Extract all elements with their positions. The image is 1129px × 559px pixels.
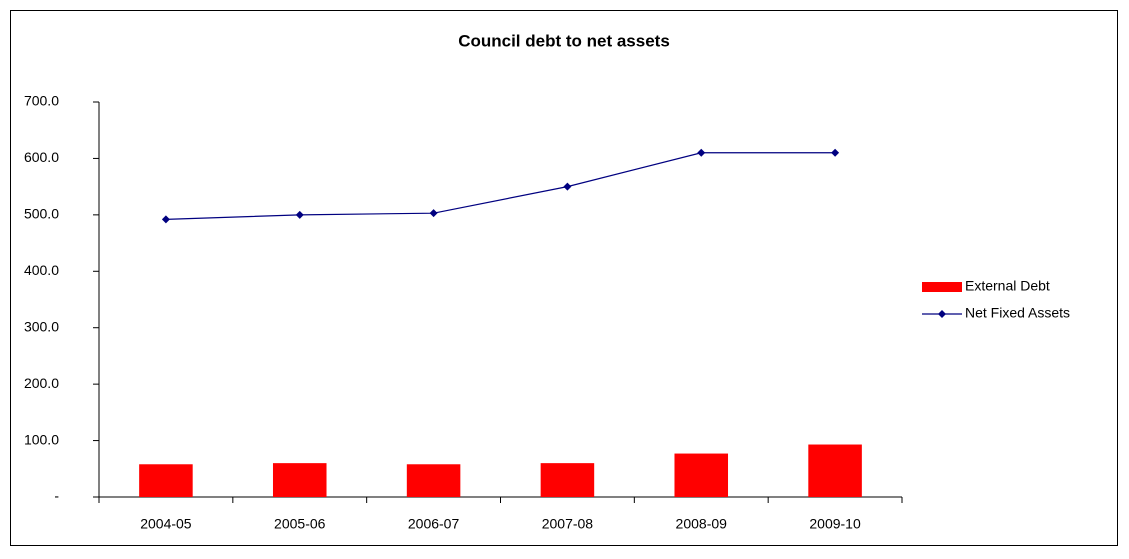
bar bbox=[406, 464, 461, 497]
x-tick-label: 2006-07 bbox=[408, 516, 460, 532]
y-tick-label: 500.0 bbox=[24, 206, 59, 222]
marker bbox=[563, 182, 572, 191]
legend-marker bbox=[938, 310, 946, 318]
marker bbox=[429, 209, 438, 218]
y-tick-label: 600.0 bbox=[24, 149, 59, 165]
x-tick-label: 2004-05 bbox=[140, 516, 192, 532]
x-tick-label: 2005-06 bbox=[274, 516, 326, 532]
bar bbox=[808, 444, 862, 497]
y-tick-label: 100.0 bbox=[24, 431, 59, 447]
chart-title: Council debt to net assets bbox=[458, 31, 670, 50]
line bbox=[165, 152, 836, 220]
y-tick-label: 300.0 bbox=[24, 318, 59, 334]
bar bbox=[272, 463, 327, 497]
legend-swatch bbox=[922, 282, 962, 292]
chart-border bbox=[10, 10, 1118, 546]
bar bbox=[540, 463, 595, 497]
marker bbox=[295, 210, 304, 219]
legend-label: External Debt bbox=[965, 278, 1050, 294]
legend-label: Net Fixed Assets bbox=[965, 305, 1070, 321]
marker bbox=[831, 148, 840, 157]
bar bbox=[139, 464, 193, 497]
y-tick-label: 700.0 bbox=[24, 93, 59, 109]
x-tick-label: 2008-09 bbox=[676, 516, 728, 532]
marker bbox=[697, 148, 706, 157]
bar bbox=[674, 453, 729, 497]
x-tick-label: 2007-08 bbox=[542, 516, 594, 532]
x-tick-label: 2009-10 bbox=[809, 516, 861, 532]
y-tick-label: 400.0 bbox=[24, 262, 59, 278]
y-tick-label: - bbox=[54, 488, 59, 504]
y-tick-label: 200.0 bbox=[24, 375, 59, 391]
marker bbox=[161, 215, 170, 224]
